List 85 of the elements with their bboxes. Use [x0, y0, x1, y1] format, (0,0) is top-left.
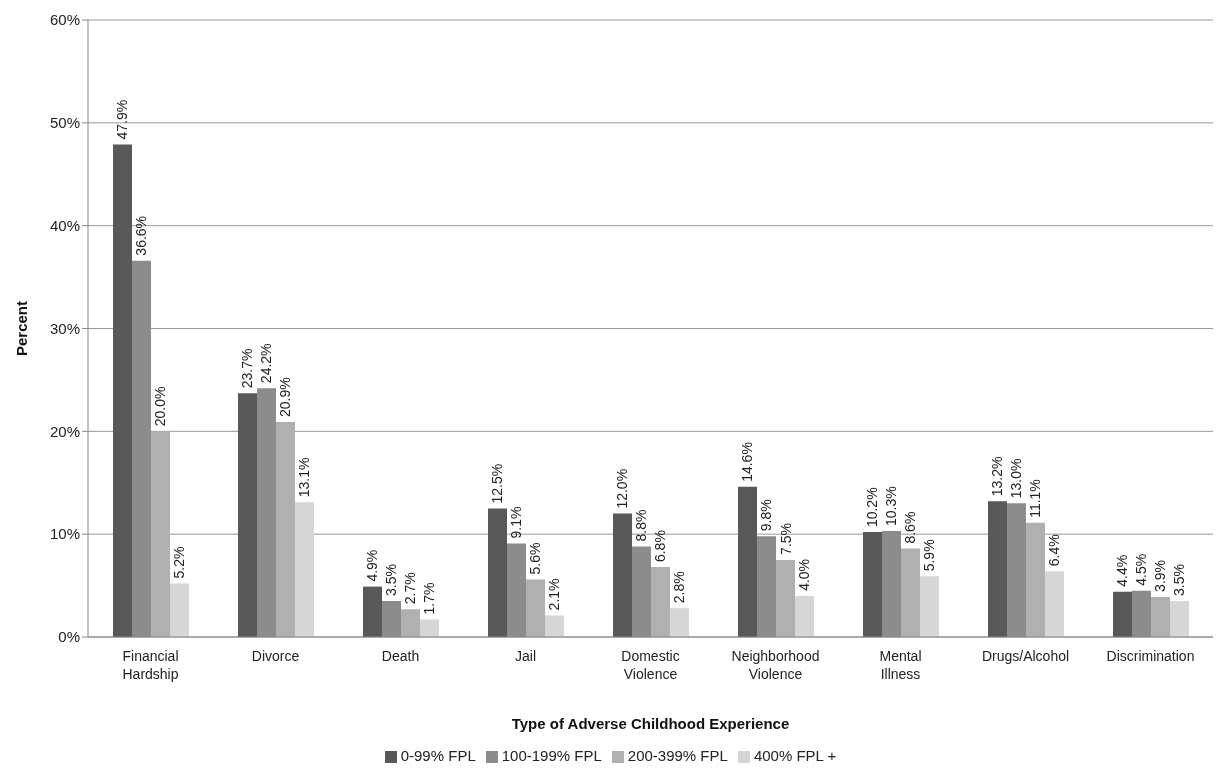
- data-label: 12.5%: [489, 463, 506, 504]
- bar: [1045, 571, 1064, 637]
- bar: [670, 608, 689, 637]
- data-label: 36.6%: [133, 215, 150, 256]
- data-label: 2.7%: [402, 572, 419, 605]
- data-label: 24.2%: [258, 343, 275, 384]
- data-label: 5.6%: [527, 542, 544, 575]
- data-label: 4.9%: [364, 549, 381, 582]
- bar: [363, 586, 382, 637]
- bar: [738, 486, 757, 637]
- data-label: 9.8%: [758, 499, 775, 532]
- data-label: 3.9%: [1152, 559, 1169, 592]
- data-label: 4.4%: [1114, 554, 1131, 587]
- data-label: 8.8%: [633, 509, 650, 542]
- data-label: 20.9%: [277, 377, 294, 418]
- data-label: 5.2%: [171, 546, 188, 579]
- data-label: 4.0%: [796, 558, 813, 591]
- data-label: 20.0%: [152, 386, 169, 427]
- data-label: 1.7%: [421, 582, 438, 615]
- x-tick-label: Drugs/Alcohol: [981, 648, 1070, 664]
- bar: [901, 548, 920, 637]
- bar: [1151, 596, 1170, 637]
- bar: [113, 144, 132, 637]
- data-label: 3.5%: [383, 564, 400, 597]
- data-label: 3.5%: [1171, 564, 1188, 597]
- data-label: 13.1%: [296, 457, 313, 498]
- data-label: 2.1%: [546, 578, 563, 611]
- bar: [920, 576, 939, 637]
- bar: [151, 431, 170, 637]
- legend-label: 0-99% FPL: [400, 747, 476, 764]
- y-tick-label: 60%: [49, 11, 80, 29]
- data-label: 10.3%: [883, 486, 900, 527]
- data-label: 13.0%: [1008, 458, 1025, 499]
- x-tick-label: Discrimination: [1106, 648, 1195, 664]
- x-tick-label: Financial Hardship: [122, 648, 179, 682]
- bar: [420, 619, 439, 637]
- bar: [545, 615, 564, 637]
- x-tick-label: Neighborhood Violence: [731, 648, 820, 682]
- y-tick-label: 30%: [49, 319, 80, 337]
- y-tick-label: 40%: [49, 216, 80, 234]
- data-label: 5.9%: [921, 539, 938, 572]
- bar: [276, 422, 295, 637]
- data-label: 23.7%: [239, 348, 256, 389]
- bar: [613, 513, 632, 637]
- bar: [170, 583, 189, 637]
- x-tick-label: Jail: [514, 648, 537, 664]
- bar: [1113, 591, 1132, 637]
- data-label: 6.4%: [1046, 534, 1063, 567]
- data-label: 10.2%: [864, 487, 881, 528]
- y-tick-label: 20%: [49, 422, 80, 440]
- bar: [238, 393, 257, 637]
- data-label: 6.8%: [652, 530, 669, 563]
- y-tick-label: 0%: [58, 628, 80, 646]
- legend-label: 400% FPL +: [753, 747, 837, 764]
- legend-label: 200-399% FPL: [627, 747, 728, 764]
- bar: [401, 609, 420, 637]
- data-label: 13.2%: [989, 456, 1006, 497]
- y-tick-label: 10%: [49, 525, 80, 543]
- x-tick-label: Death: [381, 648, 420, 664]
- bar: [795, 595, 814, 637]
- bar: [488, 508, 507, 637]
- data-label: 4.5%: [1133, 553, 1150, 586]
- x-tick-label: Domestic Violence: [621, 648, 680, 682]
- bar: [863, 532, 882, 637]
- data-label: 9.1%: [508, 506, 525, 539]
- x-tick-label: Divorce: [251, 648, 300, 664]
- data-label: 11.1%: [1027, 479, 1044, 518]
- data-label: 8.6%: [902, 511, 919, 544]
- y-axis-title: Percent: [13, 300, 31, 357]
- bar: [1026, 522, 1045, 637]
- data-label: 14.6%: [739, 442, 756, 482]
- y-tick-label: 50%: [49, 114, 80, 132]
- bar: [651, 567, 670, 637]
- data-label: 12.0%: [614, 468, 631, 509]
- bar: [295, 502, 314, 637]
- bar: [988, 501, 1007, 637]
- legend-label: 100-199% FPL: [501, 747, 602, 764]
- bar: [776, 559, 795, 637]
- data-label: 7.5%: [777, 522, 794, 555]
- bar: [526, 579, 545, 637]
- bar: [1170, 601, 1189, 637]
- data-label: 2.8%: [671, 571, 688, 604]
- data-label: 47.9%: [114, 99, 131, 140]
- x-axis-title: Type of Adverse Childhood Experience: [511, 715, 790, 732]
- x-tick-label: Mental Illness: [879, 648, 922, 682]
